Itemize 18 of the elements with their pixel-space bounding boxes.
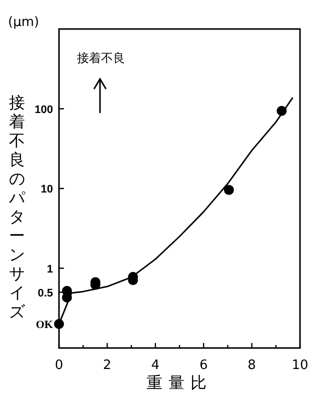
point (224, 184, 234, 195)
x-tick-label: 6 (199, 358, 208, 373)
point (276, 106, 287, 116)
y-tick-label: 1 (46, 263, 53, 276)
y-tick-label: 0.5 (38, 287, 53, 300)
y-tick-label: 100 (34, 104, 53, 116)
point (54, 318, 64, 329)
y-tick-label: 10 (40, 184, 53, 196)
y-tick-label: OK (36, 318, 54, 331)
x-tick-label: 2 (103, 358, 112, 373)
annotation: 接着不良 (77, 51, 125, 65)
x-axis-title: 重量比 (146, 373, 212, 392)
y-axis-title: 接着不良のパターンサイズ (9, 93, 25, 321)
text: (μm) (8, 15, 40, 30)
x-tick-label: 8 (248, 358, 256, 373)
x-tick-label: 0 (54, 358, 64, 373)
x-tick-label: 4 (151, 358, 160, 373)
x-tick-label: 10 (292, 358, 308, 373)
